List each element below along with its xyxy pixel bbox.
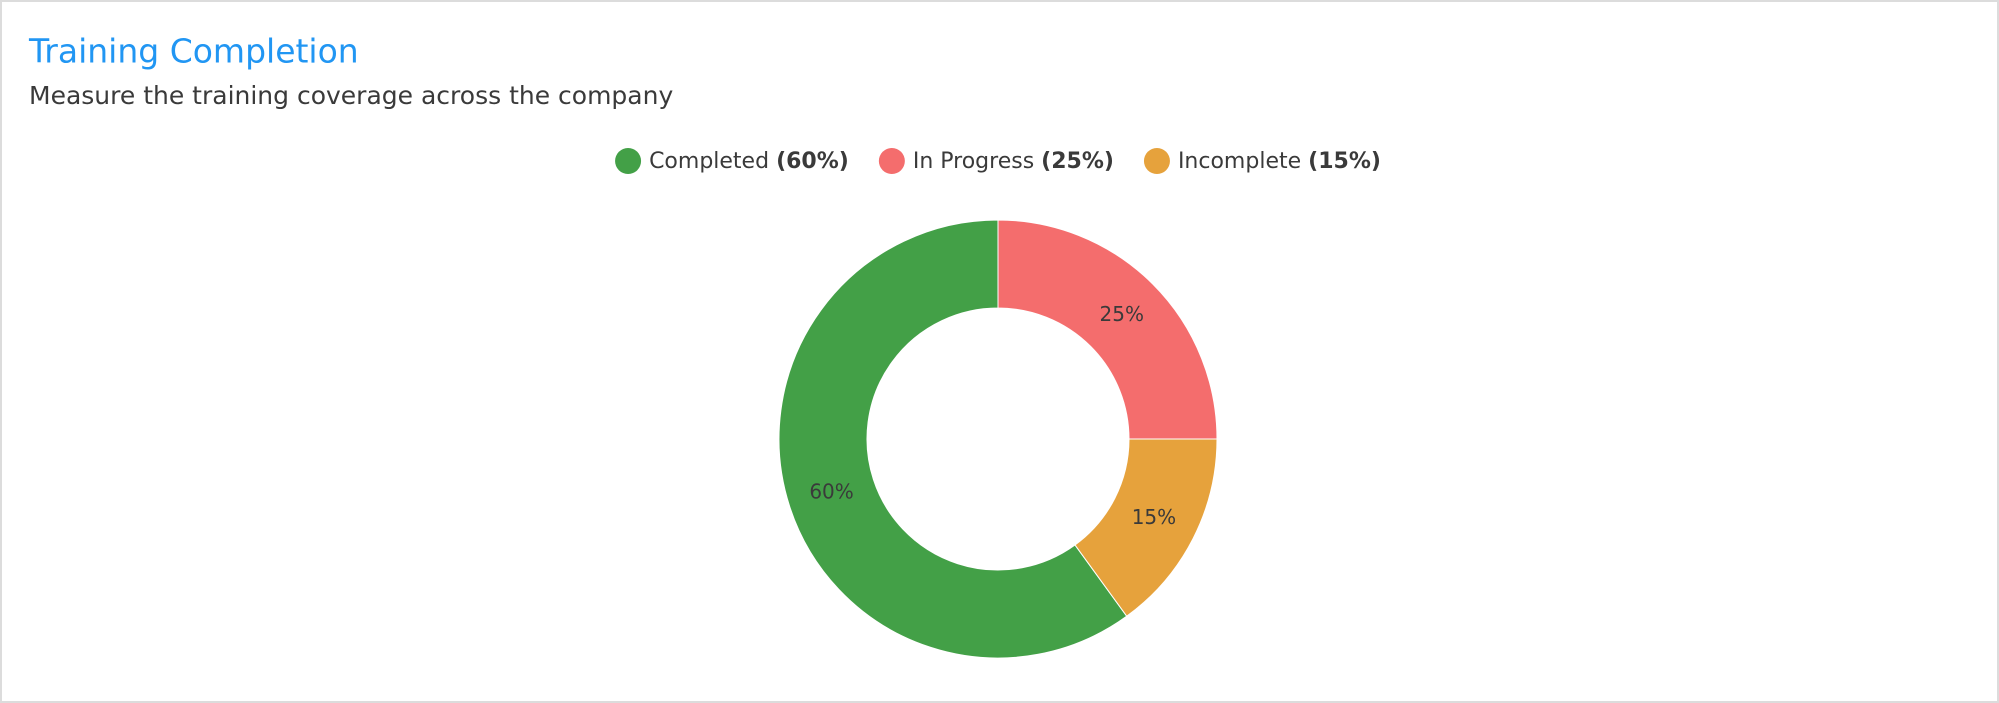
legend-text: In Progress (25%) bbox=[913, 149, 1114, 174]
legend-label: In Progress bbox=[913, 149, 1034, 174]
chart-subtitle: Measure the training coverage across the… bbox=[29, 81, 673, 110]
legend-swatch bbox=[1143, 148, 1170, 174]
legend-item: In Progress (25%) bbox=[878, 148, 1114, 174]
legend-value: (25%) bbox=[1041, 149, 1114, 174]
legend-value: (60%) bbox=[776, 149, 849, 174]
donut-slice bbox=[778, 219, 1128, 659]
legend: Completed (60%) In Progress (25%) Incomple… bbox=[615, 148, 1381, 174]
slice-label: 15% bbox=[1132, 505, 1176, 529]
chart-title: Training Completion bbox=[28, 32, 359, 71]
legend-value: (15%) bbox=[1308, 149, 1381, 174]
legend-swatch bbox=[615, 148, 642, 174]
slice-label: 25% bbox=[1100, 302, 1144, 326]
donut-slice bbox=[1074, 438, 1218, 617]
donut: 60% 25% 15% bbox=[778, 219, 1218, 659]
donut-slice bbox=[997, 219, 1218, 440]
legend-text: Incomplete (15%) bbox=[1178, 149, 1381, 174]
legend-label: Completed bbox=[649, 149, 769, 174]
legend-text: Completed (60%) bbox=[649, 149, 849, 174]
legend-label: Incomplete bbox=[1178, 149, 1301, 174]
slice-label: 60% bbox=[809, 480, 853, 504]
legend-item: Incomplete (15%) bbox=[1143, 148, 1381, 174]
legend-item: Completed (60%) bbox=[615, 148, 849, 174]
legend-swatch bbox=[878, 148, 905, 174]
